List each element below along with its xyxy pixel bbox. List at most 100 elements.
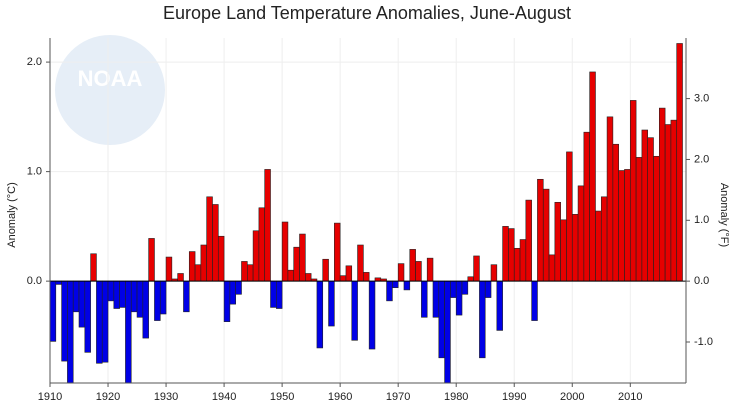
bar: [142, 280, 149, 339]
y2-tick-label: 3.0: [694, 93, 709, 105]
bar: [641, 129, 649, 282]
bar: [72, 280, 80, 313]
bar: [571, 214, 579, 282]
bar: [513, 247, 521, 282]
bar: [624, 169, 631, 282]
bar: [386, 280, 393, 302]
bar: [455, 280, 463, 316]
bar: [113, 280, 120, 309]
bar: [101, 280, 109, 363]
bar: [84, 280, 91, 353]
bar: [676, 43, 683, 282]
y-tick-label: 0.0: [27, 275, 42, 287]
bar: [496, 280, 503, 331]
bar: [595, 210, 602, 282]
bar: [508, 228, 515, 282]
bar: [125, 280, 132, 383]
bar: [287, 269, 295, 282]
bar: [154, 280, 161, 321]
x-tick-label: 1990: [502, 391, 526, 403]
bar: [670, 119, 678, 282]
bar: [316, 280, 324, 349]
bar: [148, 238, 155, 282]
bar: [165, 256, 173, 282]
bar: [235, 280, 242, 295]
bar: [194, 264, 202, 282]
bar: [467, 276, 474, 282]
y2-tick-label: 1.0: [694, 214, 709, 226]
bar: [577, 185, 585, 282]
bar: [357, 244, 364, 282]
bar: [473, 255, 480, 282]
bar: [566, 151, 573, 282]
y-tick-label: 2.0: [27, 56, 42, 68]
bar: [223, 280, 231, 322]
bar: [560, 219, 567, 282]
bar: [653, 155, 660, 282]
bar: [67, 280, 74, 383]
bar: [525, 199, 532, 282]
bar: [554, 201, 561, 282]
y2-axis-label: Anomaly (°F): [718, 183, 730, 247]
bar: [246, 264, 254, 282]
bar: [368, 280, 376, 350]
bar: [351, 280, 358, 341]
bar: [664, 124, 672, 282]
bar: [78, 280, 86, 328]
x-tick-label: 2000: [560, 391, 584, 403]
bar: [276, 280, 283, 309]
bar: [90, 253, 97, 282]
bar: [542, 188, 550, 282]
x-tick-label: 1910: [38, 391, 62, 403]
bar: [363, 272, 370, 282]
bar: [450, 280, 457, 298]
bar: [200, 244, 207, 282]
bar: [600, 196, 608, 282]
bar: [461, 280, 469, 295]
bar: [589, 71, 596, 282]
bar: [322, 258, 329, 282]
bar: [392, 280, 399, 289]
bar: [647, 137, 654, 282]
bar: [618, 170, 625, 282]
bar: [50, 280, 57, 342]
bar: [426, 257, 434, 282]
y-axis-label: Anomaly (°C): [6, 182, 18, 248]
chart-title: Europe Land Temperature Anomalies, June-…: [163, 3, 571, 23]
bar: [258, 207, 266, 282]
bar: [270, 280, 277, 308]
y-tick-label: 1.0: [27, 166, 42, 178]
bars: [50, 43, 683, 383]
bar: [479, 280, 486, 359]
bar: [444, 280, 451, 383]
bar: [252, 230, 260, 282]
bar: [130, 280, 138, 313]
bar: [241, 261, 248, 282]
bar: [328, 280, 335, 327]
x-tick-label: 1970: [386, 391, 410, 403]
bar: [206, 196, 213, 282]
y2-tick-label: -1.0: [694, 336, 713, 348]
y2-tick-label: 2.0: [694, 153, 709, 165]
bar: [345, 265, 353, 282]
bar: [490, 264, 498, 282]
bar: [293, 246, 300, 282]
bar: [415, 261, 422, 282]
y2-tick-label: 0.0: [694, 275, 709, 287]
bar: [438, 280, 445, 359]
x-tick-label: 2010: [618, 391, 642, 403]
x-tick-label: 1940: [212, 391, 236, 403]
bar: [183, 280, 190, 313]
bar: [659, 107, 666, 282]
bar: [531, 280, 538, 321]
bar: [119, 280, 126, 308]
bar: [264, 169, 271, 282]
bar: [612, 143, 619, 282]
bar: [519, 239, 527, 282]
bar: [107, 280, 115, 302]
bar: [484, 280, 492, 298]
bar: [305, 273, 312, 282]
bar: [583, 131, 590, 282]
bar: [502, 226, 509, 282]
